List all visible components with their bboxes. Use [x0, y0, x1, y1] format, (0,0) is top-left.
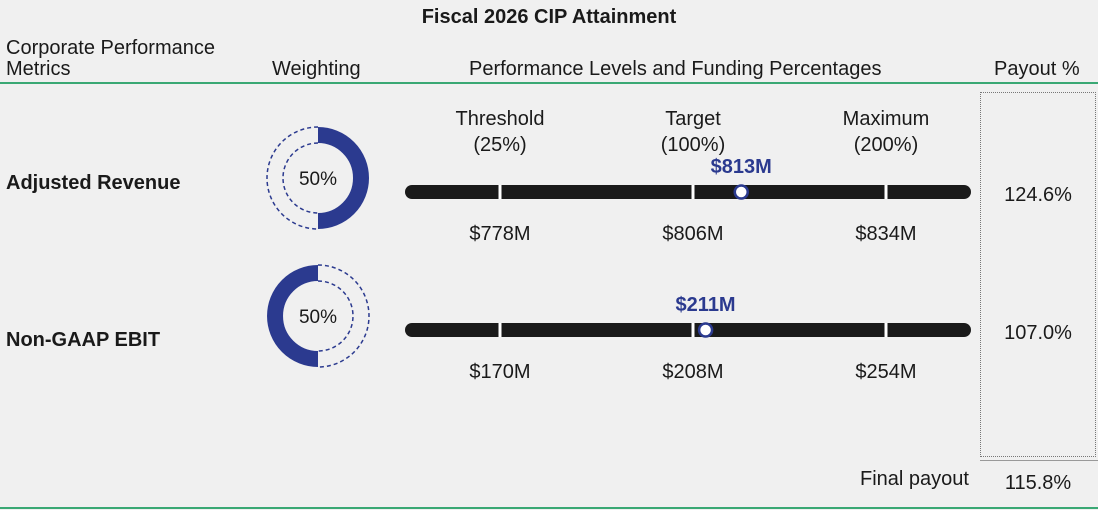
weighting-donut-outer-dash-revenue	[266, 126, 319, 230]
actual-label-ebit: $211M	[676, 294, 736, 316]
final-payout-box	[980, 460, 1098, 506]
actual-marker-ebit	[697, 322, 714, 338]
actual-marker-revenue	[733, 184, 749, 200]
level-funding-threshold: (25%)	[473, 134, 526, 156]
header-payout: Payout %	[994, 58, 1080, 80]
level-value-ebit-1: $208M	[662, 361, 723, 383]
weighting-donut-filled-ebit	[267, 265, 319, 367]
weighting-donut-inner-dash-revenue	[282, 142, 319, 214]
weighting-label-revenue: 50%	[299, 169, 337, 190]
level-name-maximum: Maximum	[843, 108, 930, 130]
metric-name-revenue: Adjusted Revenue	[6, 172, 181, 194]
metric-name-ebit: Non-GAAP EBIT	[6, 329, 161, 351]
final-payout-label: Final payout	[860, 468, 969, 490]
header-divider	[0, 82, 1098, 84]
footer-divider	[0, 507, 1098, 509]
header-weighting: Weighting	[272, 58, 361, 80]
weighting-donut-filled-revenue	[317, 127, 369, 229]
payout-column-box	[980, 92, 1096, 457]
payout-value-ebit: 107.0%	[1004, 322, 1072, 344]
level-value-ebit-2: $254M	[855, 361, 916, 383]
weighting-donut-inner-dash-ebit	[317, 280, 354, 352]
header-metrics: Corporate Performance Metrics	[6, 37, 215, 80]
payout-value-revenue: 124.6%	[1004, 184, 1072, 206]
level-name-threshold: Threshold	[456, 108, 545, 130]
level-value-revenue-1: $806M	[662, 223, 723, 245]
weighting-label-ebit: 50%	[299, 307, 337, 328]
final-payout-value: 115.8%	[1004, 472, 1072, 494]
actual-label-revenue: $813M	[711, 156, 772, 178]
weighting-donut-outer-dash-ebit	[317, 264, 370, 368]
chart-title: Fiscal 2026 CIP Attainment	[421, 6, 677, 28]
level-name-target: Target	[665, 108, 721, 130]
level-funding-target: (100%)	[661, 134, 725, 156]
level-value-ebit-0: $170M	[469, 361, 530, 383]
level-value-revenue-2: $834M	[855, 223, 916, 245]
header-performance: Performance Levels and Funding Percentag…	[469, 58, 882, 80]
level-value-revenue-0: $778M	[469, 223, 530, 245]
level-funding-maximum: (200%)	[854, 134, 918, 156]
